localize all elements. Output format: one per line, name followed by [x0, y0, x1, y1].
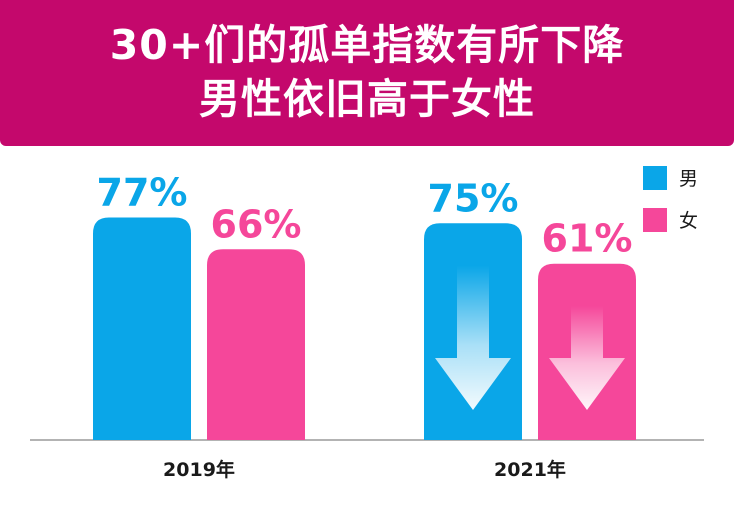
- down-arrow-女-2021年: [549, 305, 625, 410]
- bar-男-2019年: [93, 217, 191, 440]
- down-arrow-男-2021年: [435, 265, 511, 410]
- title-banner: 30+们的孤单指数有所下降 男性依旧高于女性: [0, 0, 734, 146]
- bar-女-2019年: [207, 249, 305, 440]
- data-label-男-2021年: 75%: [428, 176, 519, 220]
- title-line-2: 男性依旧高于女性: [199, 75, 535, 123]
- data-label-男-2019年: 77%: [97, 170, 188, 214]
- data-label-女-2019年: 66%: [211, 202, 302, 246]
- x-tick-label-2021年: 2021年: [494, 458, 566, 481]
- legend-swatch-女: [643, 208, 667, 232]
- legend-swatch-男: [643, 166, 667, 190]
- legend-label-男: 男: [679, 168, 698, 190]
- legend-label-女: 女: [679, 210, 698, 232]
- title-line-1: 30+们的孤单指数有所下降: [109, 21, 625, 69]
- data-label-女-2021年: 61%: [542, 217, 633, 261]
- x-tick-label-2019年: 2019年: [163, 458, 235, 481]
